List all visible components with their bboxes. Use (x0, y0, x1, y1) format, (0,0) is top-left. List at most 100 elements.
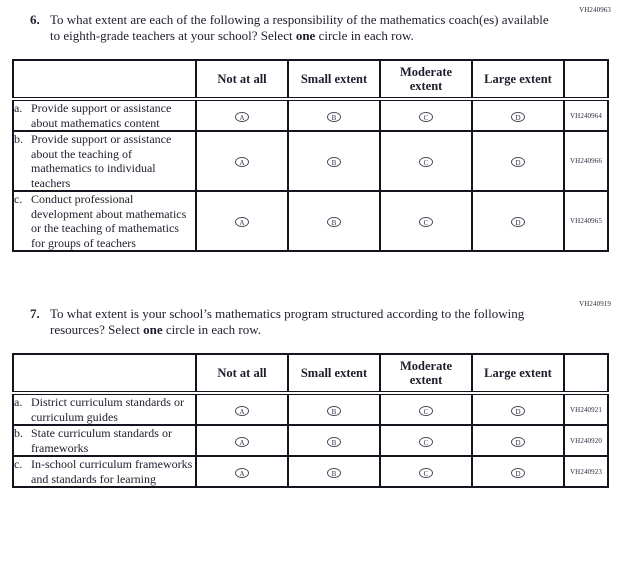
cell-small-extent: B (287, 190, 381, 252)
column-header-small-extent: Small extent (287, 353, 381, 395)
column-header-not-at-all: Not at all (195, 59, 289, 101)
answer-bubble-d[interactable]: D (511, 157, 525, 167)
row-label: Provide support or assistance about the … (31, 132, 172, 190)
answer-bubble-a[interactable]: A (235, 436, 249, 447)
row-label-cell: a. Provide support or assistance about m… (12, 98, 197, 132)
answer-bubble-d[interactable]: D (511, 217, 525, 227)
table-row-a: a. Provide support or assistance about m… (12, 98, 609, 132)
cell-moderate-extent: C (379, 392, 473, 426)
table-row-b: b. State curriculum standards or framewo… (12, 424, 609, 457)
row-label-cell: b. State curriculum standards or framewo… (12, 424, 197, 457)
header-row: Not at all Small extent Moderate extent … (12, 353, 609, 395)
table-row-c: c. In-school curriculum frameworks and s… (12, 455, 609, 488)
row-label: Conduct professional development about m… (31, 192, 187, 250)
cell-large-extent: D (471, 424, 565, 457)
cell-moderate-extent: C (379, 130, 473, 192)
row-accession-code: VH240964 (563, 98, 609, 132)
answer-bubble-c[interactable]: C (419, 436, 433, 447)
column-header-large-extent: Large extent (471, 353, 565, 395)
question-7-number: 7. (30, 306, 40, 321)
row-accession-code: VH240920 (563, 424, 609, 457)
answer-bubble-c[interactable]: C (419, 467, 433, 478)
answer-bubble-a[interactable]: A (235, 467, 249, 478)
row-letter: c. (14, 192, 23, 206)
cell-not-at-all: A (195, 392, 289, 426)
table-row-b: b. Provide support or assistance about t… (12, 130, 609, 192)
empty-header-cell (12, 59, 197, 101)
row-letter: c. (14, 457, 23, 471)
cell-small-extent: B (287, 424, 381, 457)
answer-bubble-a[interactable]: A (235, 217, 249, 227)
answer-bubble-b[interactable]: B (327, 217, 341, 227)
answer-bubble-b[interactable]: B (327, 111, 341, 122)
row-label-cell: c. In-school curriculum frameworks and s… (12, 455, 197, 488)
question-6-response-table: Not at all Small extent Moderate extent … (12, 59, 609, 252)
question-6-accession-code: VH240963 (579, 6, 611, 14)
row-label: District curriculum standards or curricu… (31, 395, 184, 424)
cell-not-at-all: A (195, 130, 289, 192)
answer-bubble-b[interactable]: B (327, 405, 341, 416)
table-row-a: a. District curriculum standards or curr… (12, 392, 609, 426)
column-header-moderate-extent: Moderate extent (379, 353, 473, 395)
cell-moderate-extent: C (379, 455, 473, 488)
answer-bubble-d[interactable]: D (511, 436, 525, 447)
question-6: VH240963 6. To what extent are each of t… (0, 0, 623, 252)
question-7-text: To what extent is your school’s mathemat… (50, 306, 525, 337)
row-accession-code: VH240921 (563, 392, 609, 426)
answer-bubble-b[interactable]: B (327, 157, 341, 167)
cell-not-at-all: A (195, 424, 289, 457)
answer-bubble-d[interactable]: D (511, 111, 525, 122)
question-6-text: To what extent are each of the following… (50, 12, 549, 43)
code-column-header (563, 353, 609, 395)
question-7-prompt: 7. To what extent is your school’s mathe… (30, 306, 623, 338)
cell-moderate-extent: C (379, 190, 473, 252)
cell-small-extent: B (287, 455, 381, 488)
row-label-cell: b. Provide support or assistance about t… (12, 130, 197, 192)
cell-large-extent: D (471, 392, 565, 426)
cell-small-extent: B (287, 392, 381, 426)
answer-bubble-a[interactable]: A (235, 405, 249, 416)
question-7-response-table: Not at all Small extent Moderate extent … (12, 353, 609, 488)
answer-bubble-c[interactable]: C (419, 111, 433, 122)
row-label-cell: a. District curriculum standards or curr… (12, 392, 197, 426)
answer-bubble-a[interactable]: A (235, 157, 249, 167)
row-accession-code: VH240923 (563, 455, 609, 488)
cell-large-extent: D (471, 98, 565, 132)
row-accession-code: VH240966 (563, 130, 609, 192)
row-letter: b. (14, 132, 23, 146)
question-6-prompt: 6. To what extent are each of the follow… (30, 12, 623, 44)
answer-bubble-c[interactable]: C (419, 217, 433, 227)
cell-not-at-all: A (195, 190, 289, 252)
cell-moderate-extent: C (379, 98, 473, 132)
cell-moderate-extent: C (379, 424, 473, 457)
column-header-small-extent: Small extent (287, 59, 381, 101)
row-label: Provide support or assistance about math… (31, 101, 172, 130)
answer-bubble-d[interactable]: D (511, 405, 525, 416)
cell-large-extent: D (471, 455, 565, 488)
row-accession-code: VH240965 (563, 190, 609, 252)
cell-not-at-all: A (195, 455, 289, 488)
row-label-cell: c. Conduct professional development abou… (12, 190, 197, 252)
question-7: VH240919 7. To what extent is your schoo… (0, 294, 623, 488)
column-header-moderate-extent: Moderate extent (379, 59, 473, 101)
row-label: State curriculum standards or frameworks (31, 426, 172, 455)
row-letter: b. (14, 426, 23, 440)
row-label: In-school curriculum frameworks and stan… (31, 457, 193, 486)
question-6-number: 6. (30, 12, 40, 27)
cell-small-extent: B (287, 130, 381, 192)
table-row-c: c. Conduct professional development abou… (12, 190, 609, 252)
answer-bubble-c[interactable]: C (419, 157, 433, 167)
header-row: Not at all Small extent Moderate extent … (12, 59, 609, 101)
row-letter: a. (14, 101, 23, 115)
question-7-accession-code: VH240919 (579, 300, 611, 308)
cell-small-extent: B (287, 98, 381, 132)
cell-large-extent: D (471, 130, 565, 192)
answer-bubble-c[interactable]: C (419, 405, 433, 416)
answer-bubble-b[interactable]: B (327, 436, 341, 447)
column-header-not-at-all: Not at all (195, 353, 289, 395)
answer-bubble-a[interactable]: A (235, 111, 249, 122)
answer-bubble-d[interactable]: D (511, 467, 525, 478)
empty-header-cell (12, 353, 197, 395)
answer-bubble-b[interactable]: B (327, 467, 341, 478)
